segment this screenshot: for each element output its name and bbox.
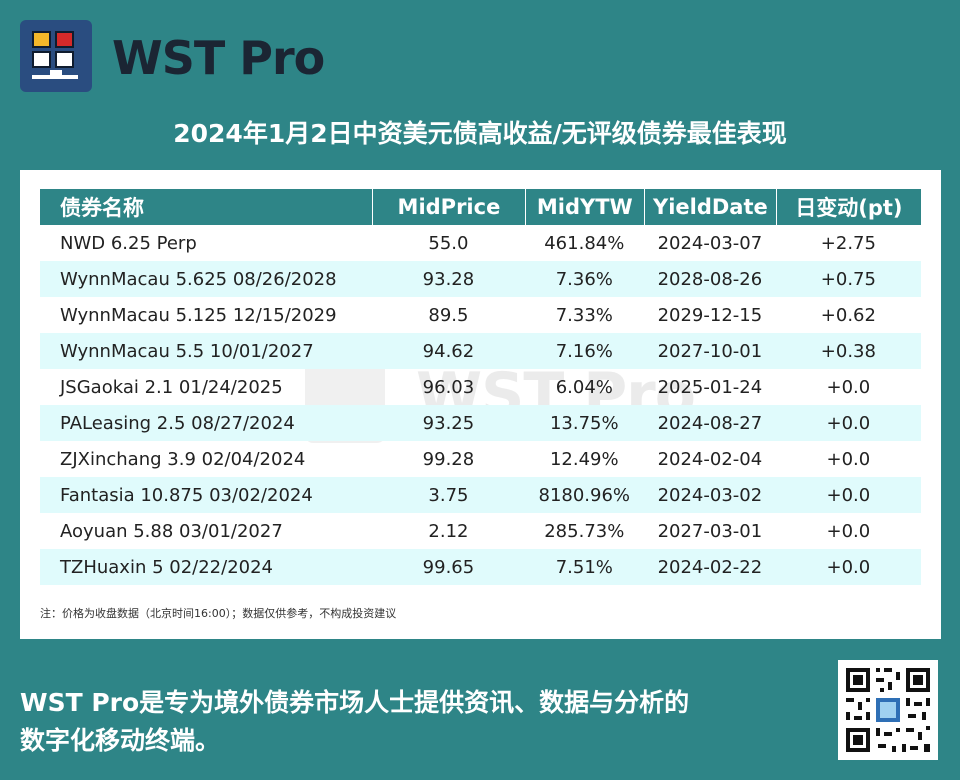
- cell-bond-name: JSGaokai 2.1 01/24/2025: [60, 376, 283, 398]
- cell-yield-date: 2028-08-26: [644, 261, 776, 297]
- cell-daily-change: +0.62: [820, 304, 876, 326]
- cell-bond-name: ZJXinchang 3.9 02/04/2024: [60, 448, 306, 470]
- cell-daily-change: +0.0: [775, 477, 921, 513]
- table-row: WynnMacau 5.125 12/15/2029 89.5 7.33% 20…: [40, 297, 921, 333]
- header-yield-date: YieldDate: [644, 189, 776, 225]
- cell-bond-name: PALeasing 2.5 08/27/2024: [40, 405, 373, 441]
- header-daily-change: 日变动(pt): [775, 189, 921, 225]
- table-row: NWD 6.25 Perp 55.0 461.84% 2024-03-07 +2…: [40, 225, 921, 261]
- cell-mid-price: 93.25: [372, 405, 525, 441]
- logo-square-white-left: [32, 51, 51, 68]
- cell-daily-change: +0.0: [826, 520, 871, 542]
- footer-line-1: WST Pro是专为境外债券市场人士提供资讯、数据与分析的: [20, 688, 690, 717]
- cell-mid-price: 93.28: [372, 261, 525, 297]
- logo-base: [32, 75, 78, 79]
- cell-mid-price: 3.75: [372, 477, 525, 513]
- logo-square-red: [55, 31, 74, 48]
- table-row: WynnMacau 5.625 08/26/2028 93.28 7.36% 2…: [40, 261, 921, 297]
- footer-description: WST Pro是专为境外债券市场人士提供资讯、数据与分析的 数字化移动终端。: [20, 684, 800, 760]
- page-title: 2024年1月2日中资美元债高收益/无评级债券最佳表现: [173, 119, 787, 148]
- table-header-row: 债券名称 MidPrice MidYTW YieldDate 日变动(pt): [40, 189, 921, 225]
- table-row: Fantasia 10.875 03/02/2024 3.75 8180.96%…: [40, 477, 921, 513]
- cell-bond-name: Aoyuan 5.88 03/01/2027: [60, 520, 283, 542]
- cell-yield-date: 2024-08-27: [644, 405, 776, 441]
- cell-bond-name: WynnMacau 5.125 12/15/2029: [60, 304, 337, 326]
- cell-mid-price: 55.0: [428, 232, 469, 254]
- cell-mid-ytw: 8180.96%: [524, 477, 644, 513]
- cell-mid-ytw: 7.16%: [524, 333, 644, 369]
- cell-yield-date: 2024-02-22: [644, 549, 776, 585]
- qr-code-graphic: [838, 660, 938, 760]
- cell-mid-price: 94.62: [372, 333, 525, 369]
- cell-yield-date: 2027-03-01: [657, 520, 763, 542]
- cell-mid-ytw: 7.51%: [524, 549, 644, 585]
- logo-icon: [20, 20, 92, 92]
- table-row: TZHuaxin 5 02/22/2024 99.65 7.51% 2024-0…: [40, 549, 921, 585]
- cell-daily-change: +0.0: [775, 405, 921, 441]
- brand-name: WST Pro: [112, 31, 325, 85]
- header-bond-name: 债券名称: [40, 189, 373, 225]
- cell-bond-name: TZHuaxin 5 02/22/2024: [40, 549, 373, 585]
- cell-daily-change: +0.38: [775, 333, 921, 369]
- table-row: Aoyuan 5.88 03/01/2027 2.12 285.73% 2027…: [40, 513, 921, 549]
- cell-bond-name: NWD 6.25 Perp: [60, 232, 197, 254]
- cell-mid-ytw: 285.73%: [544, 520, 625, 542]
- cell-mid-ytw: 6.04%: [555, 376, 613, 398]
- logo-square-yellow: [32, 31, 51, 48]
- cell-daily-change: +0.0: [775, 549, 921, 585]
- cell-yield-date: 2024-02-04: [657, 448, 763, 470]
- cell-daily-change: +0.0: [826, 448, 871, 470]
- table-row: PALeasing 2.5 08/27/2024 93.25 13.75% 20…: [40, 405, 921, 441]
- cell-yield-date: 2024-03-07: [657, 232, 763, 254]
- cell-yield-date: 2024-03-02: [644, 477, 776, 513]
- cell-daily-change: +0.75: [775, 261, 921, 297]
- cell-yield-date: 2029-12-15: [657, 304, 763, 326]
- cell-bond-name: WynnMacau 5.5 10/01/2027: [40, 333, 373, 369]
- header-mid-price: MidPrice: [372, 189, 525, 225]
- footnote: 注：价格为收盘数据（北京时间16:00）；数据仅供参考，不构成投资建议: [40, 607, 397, 620]
- header-mid-ytw: MidYTW: [524, 189, 644, 225]
- cell-daily-change: +2.75: [820, 232, 876, 254]
- cell-mid-ytw: 7.33%: [555, 304, 613, 326]
- qr-code-icon: [838, 660, 938, 760]
- cell-mid-price: 89.5: [428, 304, 469, 326]
- cell-mid-price: 99.65: [372, 549, 525, 585]
- cell-mid-ytw: 461.84%: [544, 232, 625, 254]
- bond-table: 债券名称 MidPrice MidYTW YieldDate 日变动(pt) N…: [40, 189, 921, 585]
- cell-bond-name: Fantasia 10.875 03/02/2024: [40, 477, 373, 513]
- cell-mid-ytw: 13.75%: [524, 405, 644, 441]
- table-row: WynnMacau 5.5 10/01/2027 94.62 7.16% 202…: [40, 333, 921, 369]
- cell-mid-ytw: 7.36%: [524, 261, 644, 297]
- logo-stand: [50, 70, 62, 75]
- table-card: WST Pro 债券名称 MidPrice MidYTW YieldDate 日…: [20, 170, 941, 639]
- cell-yield-date: 2027-10-01: [644, 333, 776, 369]
- table-row: JSGaokai 2.1 01/24/2025 96.03 6.04% 2025…: [40, 369, 921, 405]
- cell-mid-ytw: 12.49%: [549, 448, 619, 470]
- cell-mid-price: 99.28: [422, 448, 475, 470]
- cell-mid-price: 96.03: [422, 376, 475, 398]
- cell-yield-date: 2025-01-24: [657, 376, 763, 398]
- cell-daily-change: +0.0: [826, 376, 871, 398]
- table-row: ZJXinchang 3.9 02/04/2024 99.28 12.49% 2…: [40, 441, 921, 477]
- cell-mid-price: 2.12: [428, 520, 469, 542]
- footer-line-2: 数字化移动终端。: [20, 726, 221, 755]
- cell-bond-name: WynnMacau 5.625 08/26/2028: [40, 261, 373, 297]
- logo-square-white-right: [55, 51, 74, 68]
